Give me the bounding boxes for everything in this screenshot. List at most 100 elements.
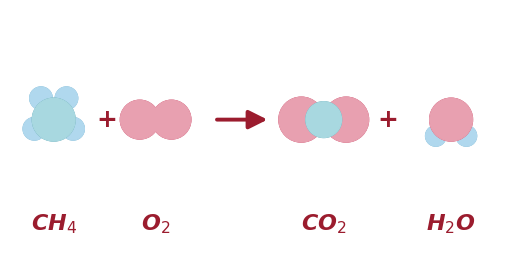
Ellipse shape bbox=[134, 114, 139, 119]
Ellipse shape bbox=[63, 95, 66, 98]
Ellipse shape bbox=[446, 115, 449, 117]
Ellipse shape bbox=[43, 109, 60, 126]
Ellipse shape bbox=[122, 101, 158, 137]
Ellipse shape bbox=[57, 88, 76, 108]
Ellipse shape bbox=[124, 103, 154, 134]
Ellipse shape bbox=[286, 104, 313, 131]
Ellipse shape bbox=[68, 124, 75, 130]
Ellipse shape bbox=[428, 129, 442, 142]
Ellipse shape bbox=[65, 121, 79, 135]
Ellipse shape bbox=[133, 113, 141, 121]
Ellipse shape bbox=[58, 90, 74, 106]
Ellipse shape bbox=[41, 106, 63, 129]
Text: +: + bbox=[377, 108, 398, 132]
Ellipse shape bbox=[457, 127, 475, 144]
Ellipse shape bbox=[64, 120, 81, 136]
Ellipse shape bbox=[55, 87, 78, 109]
Ellipse shape bbox=[311, 107, 335, 130]
Ellipse shape bbox=[285, 103, 315, 133]
Ellipse shape bbox=[324, 97, 369, 142]
Ellipse shape bbox=[463, 132, 467, 136]
Ellipse shape bbox=[444, 112, 452, 121]
Ellipse shape bbox=[425, 126, 446, 146]
Ellipse shape bbox=[331, 104, 358, 131]
Ellipse shape bbox=[55, 87, 78, 109]
Ellipse shape bbox=[431, 131, 438, 138]
Ellipse shape bbox=[30, 88, 52, 109]
Ellipse shape bbox=[325, 99, 367, 140]
Ellipse shape bbox=[129, 109, 147, 127]
Text: H$_2$O: H$_2$O bbox=[426, 212, 476, 236]
Ellipse shape bbox=[428, 128, 443, 143]
Ellipse shape bbox=[313, 109, 332, 128]
Ellipse shape bbox=[281, 100, 320, 139]
Ellipse shape bbox=[24, 119, 44, 138]
Ellipse shape bbox=[464, 133, 466, 136]
Ellipse shape bbox=[160, 108, 180, 128]
Ellipse shape bbox=[309, 105, 337, 133]
Ellipse shape bbox=[152, 100, 191, 139]
Ellipse shape bbox=[63, 119, 82, 138]
Ellipse shape bbox=[30, 87, 52, 109]
Ellipse shape bbox=[56, 88, 77, 109]
Text: O$_2$: O$_2$ bbox=[141, 212, 170, 236]
Ellipse shape bbox=[62, 118, 83, 139]
Ellipse shape bbox=[60, 91, 72, 103]
Ellipse shape bbox=[64, 120, 82, 137]
Ellipse shape bbox=[36, 92, 44, 101]
Ellipse shape bbox=[132, 112, 142, 122]
Ellipse shape bbox=[306, 102, 341, 137]
Ellipse shape bbox=[32, 90, 48, 106]
Ellipse shape bbox=[314, 109, 330, 126]
Ellipse shape bbox=[441, 110, 456, 124]
Ellipse shape bbox=[456, 126, 476, 146]
Ellipse shape bbox=[336, 109, 351, 124]
Ellipse shape bbox=[153, 101, 190, 137]
Ellipse shape bbox=[24, 118, 45, 139]
Ellipse shape bbox=[68, 124, 76, 131]
Ellipse shape bbox=[430, 98, 472, 141]
Ellipse shape bbox=[458, 127, 474, 144]
Ellipse shape bbox=[57, 89, 75, 107]
Ellipse shape bbox=[338, 112, 348, 121]
Ellipse shape bbox=[294, 112, 303, 121]
Ellipse shape bbox=[334, 107, 354, 128]
Ellipse shape bbox=[59, 91, 73, 104]
Ellipse shape bbox=[431, 131, 439, 139]
Ellipse shape bbox=[429, 129, 441, 141]
Ellipse shape bbox=[319, 115, 323, 119]
Ellipse shape bbox=[438, 106, 461, 129]
Ellipse shape bbox=[159, 107, 182, 130]
Text: CO$_2$: CO$_2$ bbox=[301, 212, 347, 236]
Ellipse shape bbox=[123, 102, 156, 136]
Ellipse shape bbox=[436, 104, 464, 133]
Ellipse shape bbox=[430, 130, 440, 141]
Ellipse shape bbox=[63, 94, 67, 99]
Ellipse shape bbox=[157, 104, 185, 133]
Ellipse shape bbox=[60, 92, 71, 102]
Ellipse shape bbox=[319, 115, 322, 118]
Ellipse shape bbox=[23, 118, 45, 140]
Ellipse shape bbox=[35, 101, 72, 138]
Ellipse shape bbox=[459, 129, 472, 141]
Ellipse shape bbox=[67, 122, 77, 133]
Ellipse shape bbox=[29, 124, 37, 131]
Ellipse shape bbox=[330, 103, 360, 133]
Ellipse shape bbox=[426, 126, 445, 145]
Ellipse shape bbox=[26, 120, 42, 136]
Ellipse shape bbox=[433, 102, 468, 136]
Ellipse shape bbox=[293, 111, 304, 123]
Ellipse shape bbox=[163, 111, 176, 124]
Ellipse shape bbox=[440, 109, 457, 126]
Ellipse shape bbox=[25, 120, 43, 137]
Ellipse shape bbox=[439, 108, 459, 128]
Ellipse shape bbox=[135, 115, 138, 118]
Ellipse shape bbox=[340, 113, 346, 119]
Ellipse shape bbox=[34, 91, 46, 103]
Ellipse shape bbox=[166, 114, 171, 119]
Ellipse shape bbox=[427, 127, 443, 144]
Ellipse shape bbox=[310, 106, 336, 132]
Ellipse shape bbox=[61, 92, 70, 101]
Ellipse shape bbox=[317, 113, 326, 122]
Ellipse shape bbox=[432, 132, 436, 136]
